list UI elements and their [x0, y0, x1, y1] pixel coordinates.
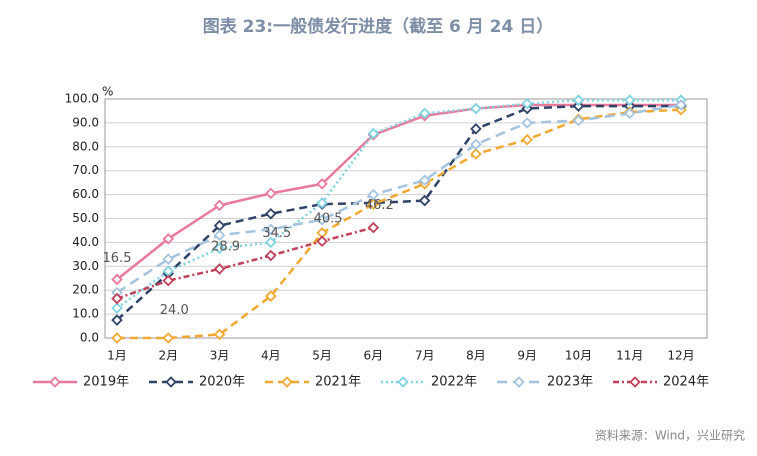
point [367, 198, 380, 210]
series-line [116, 98, 681, 310]
series-line [116, 226, 374, 300]
point [418, 107, 431, 120]
x-tick-label: 3月 [210, 349, 230, 363]
x-tick-label: 11月 [616, 349, 643, 363]
point [675, 99, 687, 111]
point [162, 274, 175, 287]
data-label: 46.2 [365, 198, 394, 213]
series-line [116, 103, 681, 281]
y-tick-label: 20.0 [72, 283, 99, 297]
point [213, 242, 226, 255]
legend-label: 2020年 [199, 375, 245, 390]
data-label: 24.0 [160, 303, 189, 318]
point [316, 213, 328, 226]
point [623, 94, 636, 106]
x-tick-label: 10月 [565, 349, 592, 363]
chart-title: 图表 23:一般债发行进度（截至 6 月 24 日） [203, 16, 554, 37]
point [316, 197, 328, 209]
legend-marker [165, 376, 177, 388]
x-tick-label: 9月 [517, 349, 537, 363]
x-tick-label: 7月 [415, 349, 435, 363]
x-tick-label: 5月 [312, 349, 332, 363]
point [521, 133, 533, 146]
point [265, 207, 277, 220]
point [418, 194, 431, 207]
x-tick-label: 4月 [261, 349, 281, 363]
x-tick-label: 8月 [466, 349, 486, 363]
plot-frame [104, 98, 708, 339]
point [470, 138, 482, 151]
point [213, 229, 226, 242]
point [316, 178, 328, 190]
point [572, 114, 585, 127]
point [213, 328, 226, 341]
point [213, 263, 226, 275]
point [265, 223, 277, 236]
point [418, 174, 431, 187]
point [162, 332, 175, 344]
point [521, 117, 533, 129]
point [470, 123, 482, 135]
point [265, 249, 277, 262]
point [265, 236, 277, 249]
series-line [117, 108, 682, 340]
data-label: 40.5 [314, 212, 343, 227]
source: 资料来源：Wind，兴业研究 [595, 428, 745, 443]
y-tick-label: 0.0 [80, 331, 99, 345]
y-tick-label: 30.0 [72, 259, 99, 273]
y-tick-label: 40.0 [72, 235, 99, 249]
legend-label: 2024年 [663, 375, 709, 390]
y-tick-label: 80.0 [72, 139, 99, 153]
data-label: 16.5 [103, 251, 132, 266]
y-tick-label: 50.0 [72, 211, 99, 225]
data-label: 34.5 [262, 226, 291, 241]
legend-marker [513, 376, 525, 388]
point [111, 332, 123, 344]
point [521, 98, 533, 110]
y-tick-label: 60.0 [72, 187, 99, 201]
point [111, 292, 123, 305]
x-tick-label: 12月 [667, 349, 694, 363]
legend-label: 2019年 [83, 375, 129, 390]
x-tick-label: 6月 [364, 349, 384, 363]
y-tick-label: 70.0 [72, 163, 99, 177]
legend-label: 2021年 [315, 375, 361, 390]
point [111, 273, 123, 286]
point [265, 290, 277, 302]
x-tick-label: 2月 [158, 349, 178, 363]
legend-marker [629, 376, 641, 388]
point [470, 102, 482, 115]
point [367, 188, 380, 201]
series-line [116, 103, 682, 294]
point [162, 253, 175, 265]
point [367, 221, 380, 234]
point [623, 107, 636, 120]
x-tick-label: 1月 [107, 349, 127, 363]
y-tick-label: 10.0 [72, 307, 99, 321]
series-line [116, 104, 681, 321]
point [316, 235, 328, 247]
point [367, 127, 380, 140]
point [162, 233, 175, 245]
legend-marker [49, 376, 61, 388]
point [572, 94, 585, 106]
point [265, 187, 277, 200]
y-axis-label: % [102, 85, 113, 99]
point [111, 302, 123, 314]
legend-label: 2022年 [431, 375, 477, 390]
point [470, 148, 482, 160]
point [111, 314, 123, 326]
y-tick-label: 100.0 [65, 92, 99, 106]
point [213, 199, 226, 212]
legend-label: 2023年 [547, 375, 593, 390]
data-label: 28.9 [211, 239, 240, 254]
legend-marker [397, 376, 409, 388]
point [572, 100, 585, 112]
legend-marker [281, 376, 293, 388]
y-tick-label: 90.0 [72, 115, 99, 129]
